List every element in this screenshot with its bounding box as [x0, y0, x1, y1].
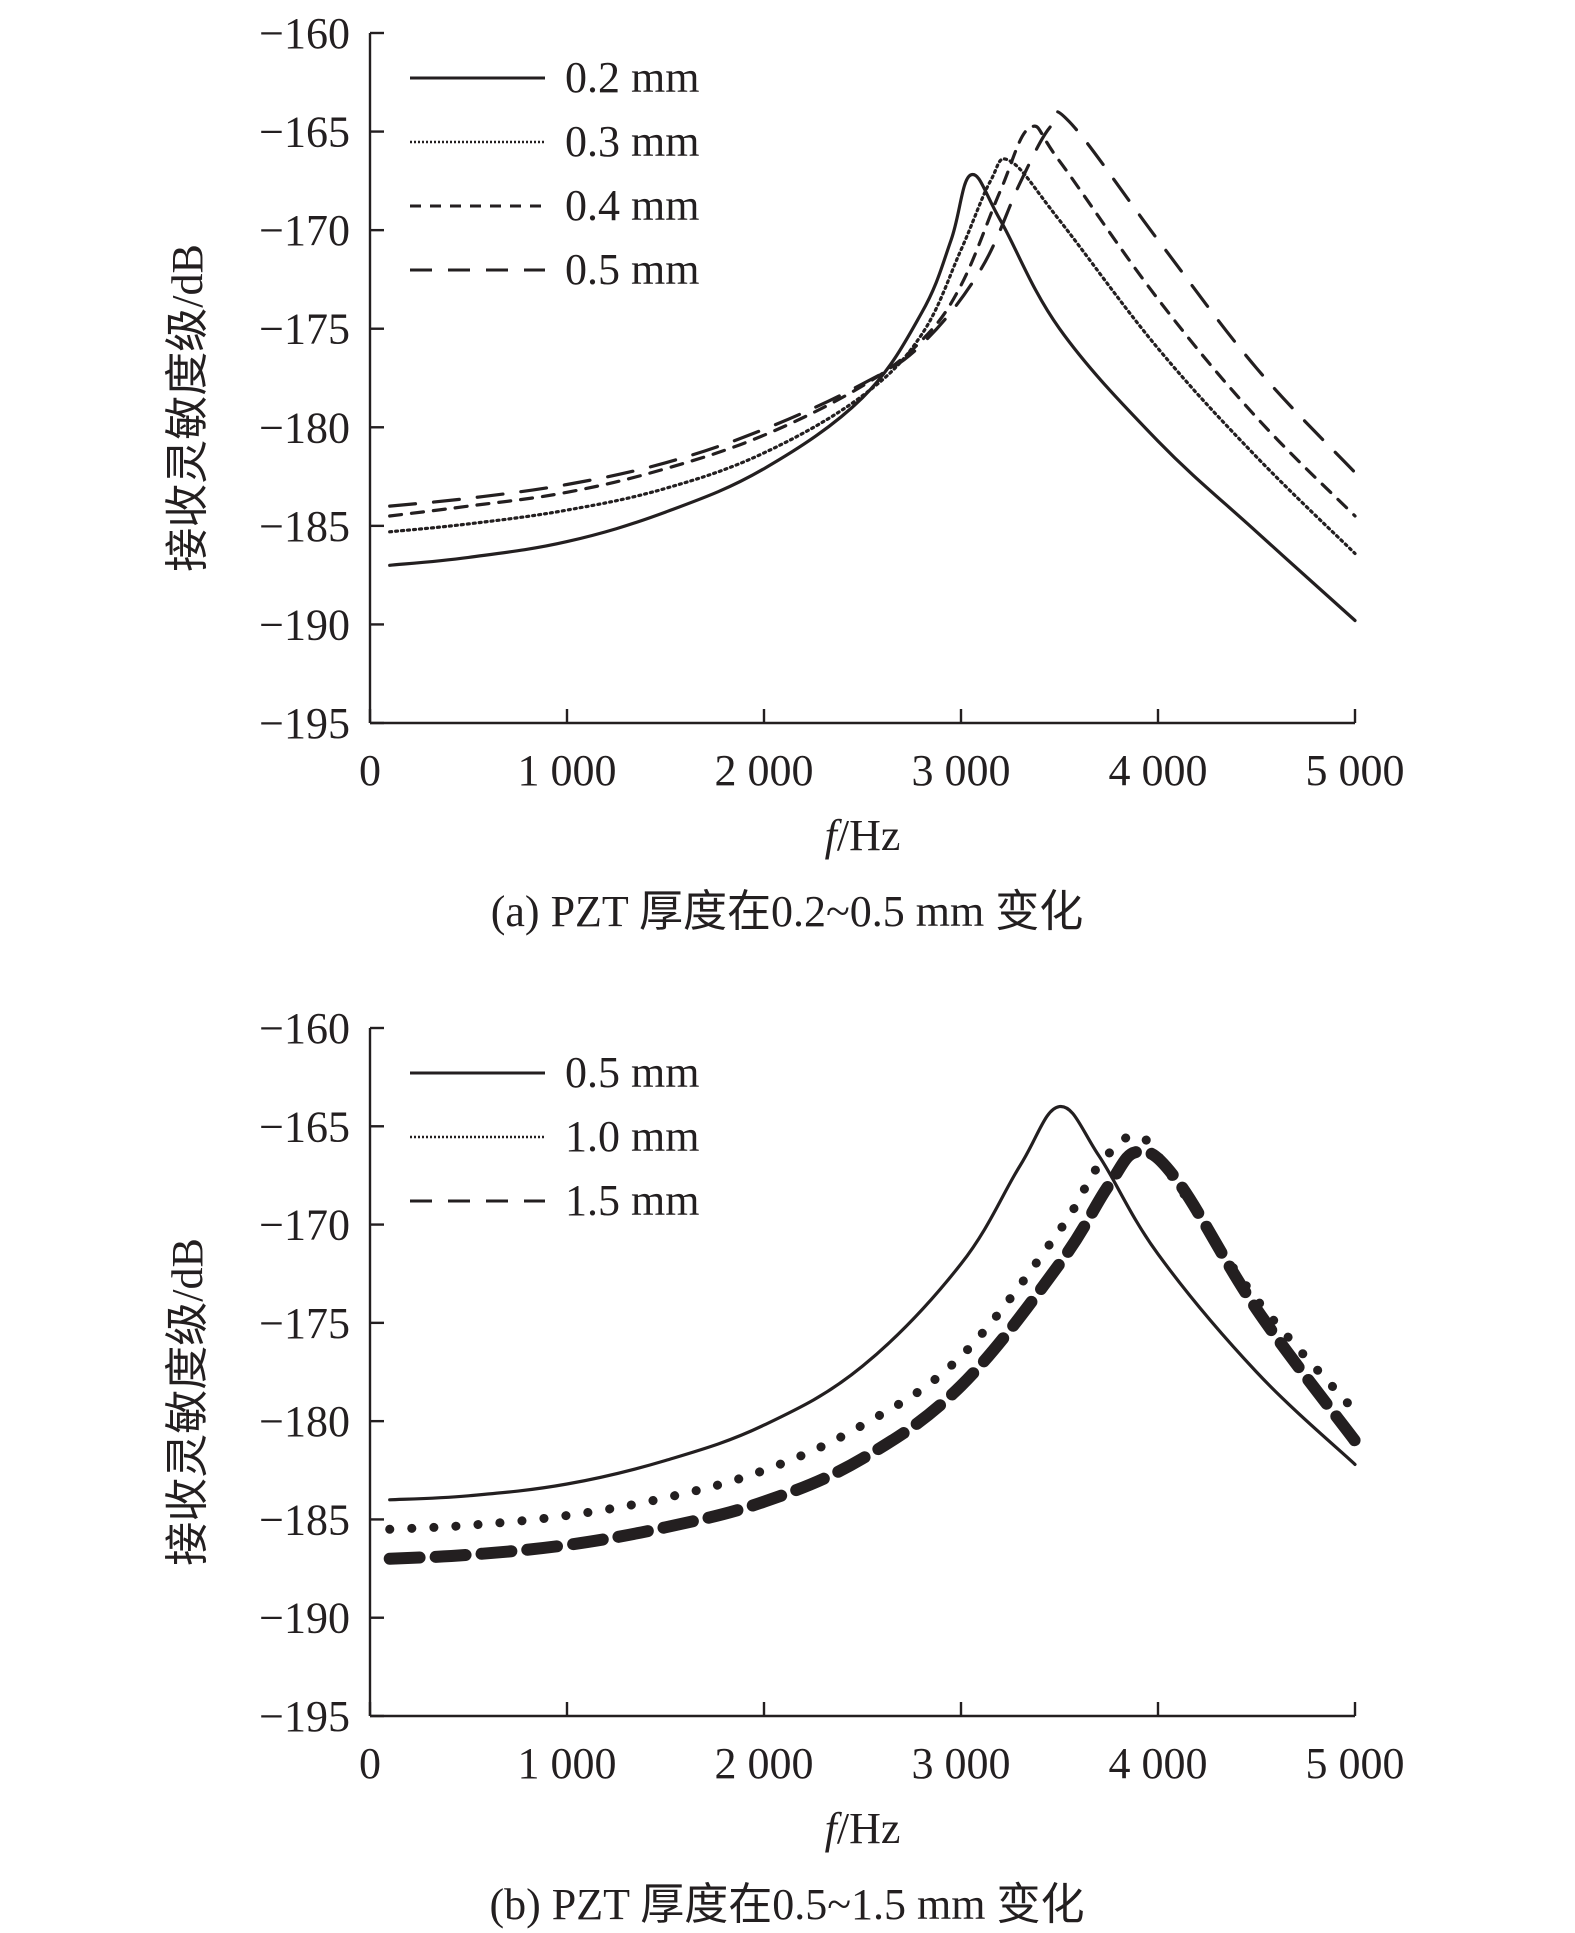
y-axis-label: 接收灵敏度级/dB: [163, 1238, 212, 1566]
y-tick-label: −185: [259, 1495, 350, 1544]
legend-label: 0.4 mm: [565, 181, 699, 230]
x-tick-label: 0: [359, 1739, 381, 1788]
y-tick-label: −170: [259, 206, 350, 255]
figure-caption: (b) PZT 厚度在0.5~1.5 mm 变化: [490, 1880, 1085, 1929]
legend-label: 1.0 mm: [565, 1112, 699, 1161]
series-line-1.0-mm: [385, 1131, 1360, 1534]
y-axis-label: 接收灵敏度级/dB: [163, 244, 212, 572]
series-line-0.5-mm: [388, 110, 1357, 508]
x-tick-label: 1 000: [518, 1739, 617, 1788]
y-tick-label: −195: [259, 1692, 350, 1741]
legend-label: 0.2 mm: [565, 53, 699, 102]
y-tick-label: −160: [259, 1004, 350, 1053]
x-axis-label: f/Hz: [825, 811, 901, 860]
y-tick-label: −170: [259, 1201, 350, 1250]
y-tick-label: −190: [259, 1594, 350, 1643]
series-line-0.2-mm: [388, 173, 1357, 623]
y-tick-label: −175: [259, 1299, 350, 1348]
x-tick-label: 0: [359, 746, 381, 795]
y-tick-label: −185: [259, 502, 350, 551]
x-tick-label: 4 000: [1109, 1739, 1208, 1788]
x-tick-label: 2 000: [715, 746, 814, 795]
x-tick-label: 2 000: [715, 1739, 814, 1788]
y-tick-label: −180: [259, 1397, 350, 1446]
x-tick-label: 1 000: [518, 746, 617, 795]
x-axis-label: f/Hz: [825, 1804, 901, 1853]
y-tick-label: −195: [259, 699, 350, 748]
legend-label: 0.3 mm: [565, 117, 699, 166]
x-tick-label: 5 000: [1306, 1739, 1405, 1788]
y-tick-label: −165: [259, 108, 350, 157]
x-tick-label: 5 000: [1306, 746, 1405, 795]
x-tick-label: 4 000: [1109, 746, 1208, 795]
y-tick-label: −165: [259, 1102, 350, 1151]
x-tick-label: 3 000: [912, 1739, 1011, 1788]
x-axis-unit: /Hz: [837, 811, 901, 860]
x-tick-label: 3 000: [912, 746, 1011, 795]
figure-caption: (a) PZT 厚度在0.2~0.5 mm 变化: [491, 887, 1084, 936]
y-tick-label: −160: [259, 9, 350, 58]
y-tick-label: −175: [259, 305, 350, 354]
series-line-0.4-mm: [388, 124, 1357, 518]
series-line-0.5-mm: [388, 1105, 1357, 1502]
legend-label: 0.5 mm: [565, 245, 699, 294]
x-axis-unit: /Hz: [837, 1804, 901, 1853]
legend-label: 1.5 mm: [565, 1176, 699, 1225]
y-tick-label: −190: [259, 600, 350, 649]
y-tick-label: −180: [259, 403, 350, 452]
series-line-0.3-mm: [388, 157, 1357, 556]
series-line-1.5-mm: [383, 1145, 1361, 1565]
legend-label: 0.5 mm: [565, 1048, 699, 1097]
